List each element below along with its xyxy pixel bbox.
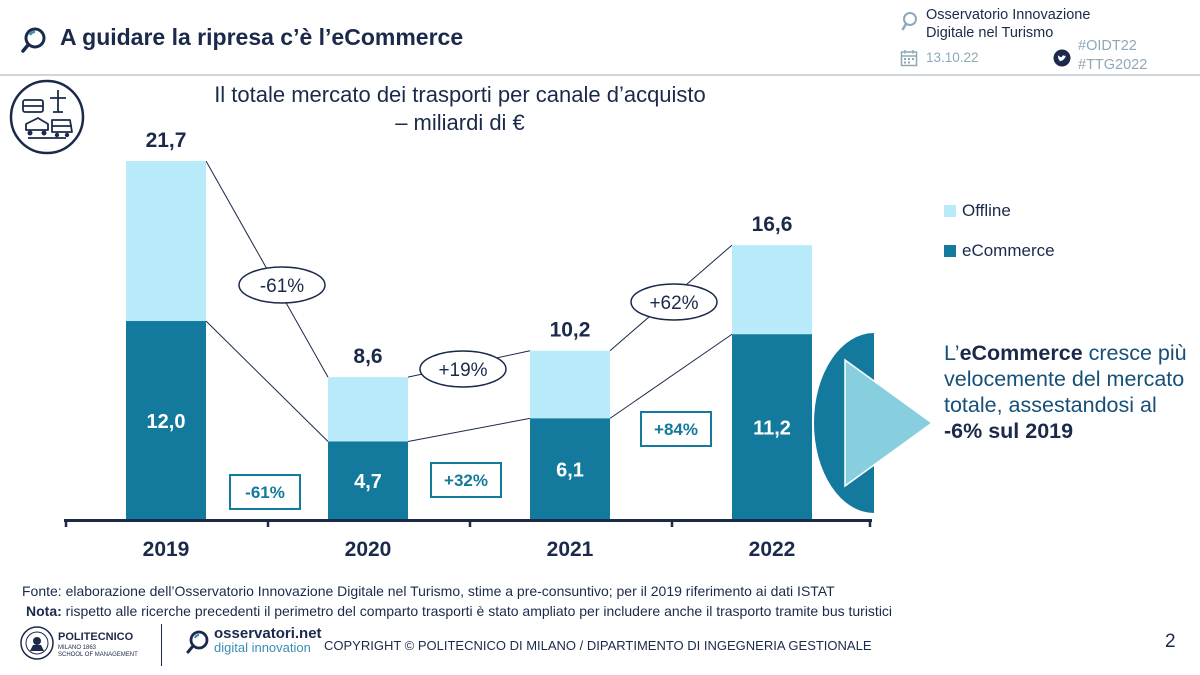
callout-text: L’eCommerce cresce più velocemente del m… xyxy=(944,340,1194,444)
bar-2022-total-label: 16,6 xyxy=(752,213,793,236)
bar-2020-ecommerce xyxy=(328,441,408,519)
legend-label-offline: Offline xyxy=(962,201,1011,220)
arrow-triangle-icon xyxy=(844,358,934,488)
bar-2021-total-label: 10,2 xyxy=(550,319,591,342)
bar-2021-ecommerce-label: 6,1 xyxy=(556,460,584,482)
transport-icon xyxy=(9,79,85,155)
polimi-subtitle: MILANO 1863 SCHOOL OF MANAGEMENT xyxy=(58,645,138,659)
slide-title: A guidare la ripresa c’è l’eCommerce xyxy=(60,24,464,50)
perimeter-note: Nota: rispetto alle ricerche precedenti … xyxy=(26,603,892,619)
ecommerce-growth-label-0: -61% xyxy=(245,483,285,502)
bar-2021-offline xyxy=(530,350,610,419)
bar-2019-total-label: 21,7 xyxy=(146,129,187,152)
calendar-icon xyxy=(900,50,918,67)
osservatori-logo-icon xyxy=(186,630,209,654)
osservatori-brand: osservatori.net xyxy=(214,625,322,642)
total-growth-ellipse-0 xyxy=(238,266,326,304)
source-note: Fonte: elaborazione dell’Osservatorio In… xyxy=(22,583,835,599)
ecommerce-growth-box-1 xyxy=(430,462,502,498)
total-growth-label-1: +19% xyxy=(438,360,487,381)
bar-2019-offline xyxy=(126,161,206,322)
x-tick-2020: 2020 xyxy=(345,538,392,561)
total-growth-label-0: -61% xyxy=(260,276,304,297)
ecommerce-growth-box-2 xyxy=(640,411,712,447)
legend-label-ecommerce: eCommerce xyxy=(962,241,1055,260)
ecommerce-connector-0 xyxy=(205,320,329,442)
polimi-seal-icon xyxy=(20,626,54,660)
bar-2020-total-label: 8,6 xyxy=(353,345,382,368)
hashtag-ttg2022: #TTG2022 xyxy=(1078,57,1148,73)
copyright: COPYRIGHT © POLITECNICO DI MILANO / DIPA… xyxy=(324,638,872,653)
twitter-icon xyxy=(1053,49,1071,67)
note-text: rispetto alle ricerche precedenti il per… xyxy=(61,603,893,619)
legend-swatch-offline xyxy=(944,205,956,217)
observatory-icon xyxy=(901,12,917,31)
total-growth-label-2: +62% xyxy=(649,293,698,314)
bar-2020-ecommerce-label: 4,7 xyxy=(354,471,382,493)
callout-bold2: -6% sul 2019 xyxy=(944,419,1074,443)
osservatori-tagline: digital innovation xyxy=(214,640,311,655)
bar-2019-ecommerce xyxy=(126,321,206,519)
bar-2022-ecommerce xyxy=(732,334,812,519)
x-tick-2021: 2021 xyxy=(547,538,594,561)
hashtag-oidt22: #OIDT22 xyxy=(1078,38,1137,54)
callout-part2: cresce più velocemente del mercato total… xyxy=(944,341,1187,417)
polimi-sub2: SCHOOL OF MANAGEMENT xyxy=(58,652,138,658)
event-date: 13.10.22 xyxy=(926,50,979,65)
ecommerce-connector-1 xyxy=(407,417,531,442)
callout-part1: L’ xyxy=(944,341,960,365)
note-label: Nota: xyxy=(26,603,62,619)
header-divider xyxy=(0,74,1200,76)
ecommerce-growth-label-1: +32% xyxy=(444,471,488,490)
x-tick-2022: 2022 xyxy=(749,538,796,561)
total-growth-ellipse-1 xyxy=(419,350,507,388)
chart-title-line1: Il totale mercato dei trasporti per cana… xyxy=(214,82,706,107)
bar-2022-ecommerce-label: 11,2 xyxy=(753,418,791,440)
legend-swatch-ecommerce xyxy=(944,245,956,257)
chart-title-line2: – miliardi di € xyxy=(395,110,525,135)
magnifier-icon xyxy=(21,27,46,53)
total-growth-ellipse-2 xyxy=(630,283,718,321)
polimi-sub1: MILANO 1863 xyxy=(58,645,97,651)
polimi-name: POLITECNICO xyxy=(58,631,134,643)
callout-bold1: eCommerce xyxy=(959,341,1083,365)
page-number: 2 xyxy=(1165,631,1176,652)
bar-2021-ecommerce xyxy=(530,418,610,519)
ecommerce-growth-label-2: +84% xyxy=(654,420,698,439)
bar-2022-offline xyxy=(732,245,812,335)
ecommerce-growth-box-0 xyxy=(229,474,301,510)
org-name-line1: Osservatorio Innovazione xyxy=(926,7,1091,23)
bar-2019-ecommerce-label: 12,0 xyxy=(147,411,186,433)
org-name-line2: Digitale nel Turismo xyxy=(926,25,1054,41)
bar-2020-offline xyxy=(328,377,408,442)
footer-divider xyxy=(161,624,162,666)
ecommerce-connector-2 xyxy=(609,333,733,419)
x-tick-2019: 2019 xyxy=(143,538,190,561)
